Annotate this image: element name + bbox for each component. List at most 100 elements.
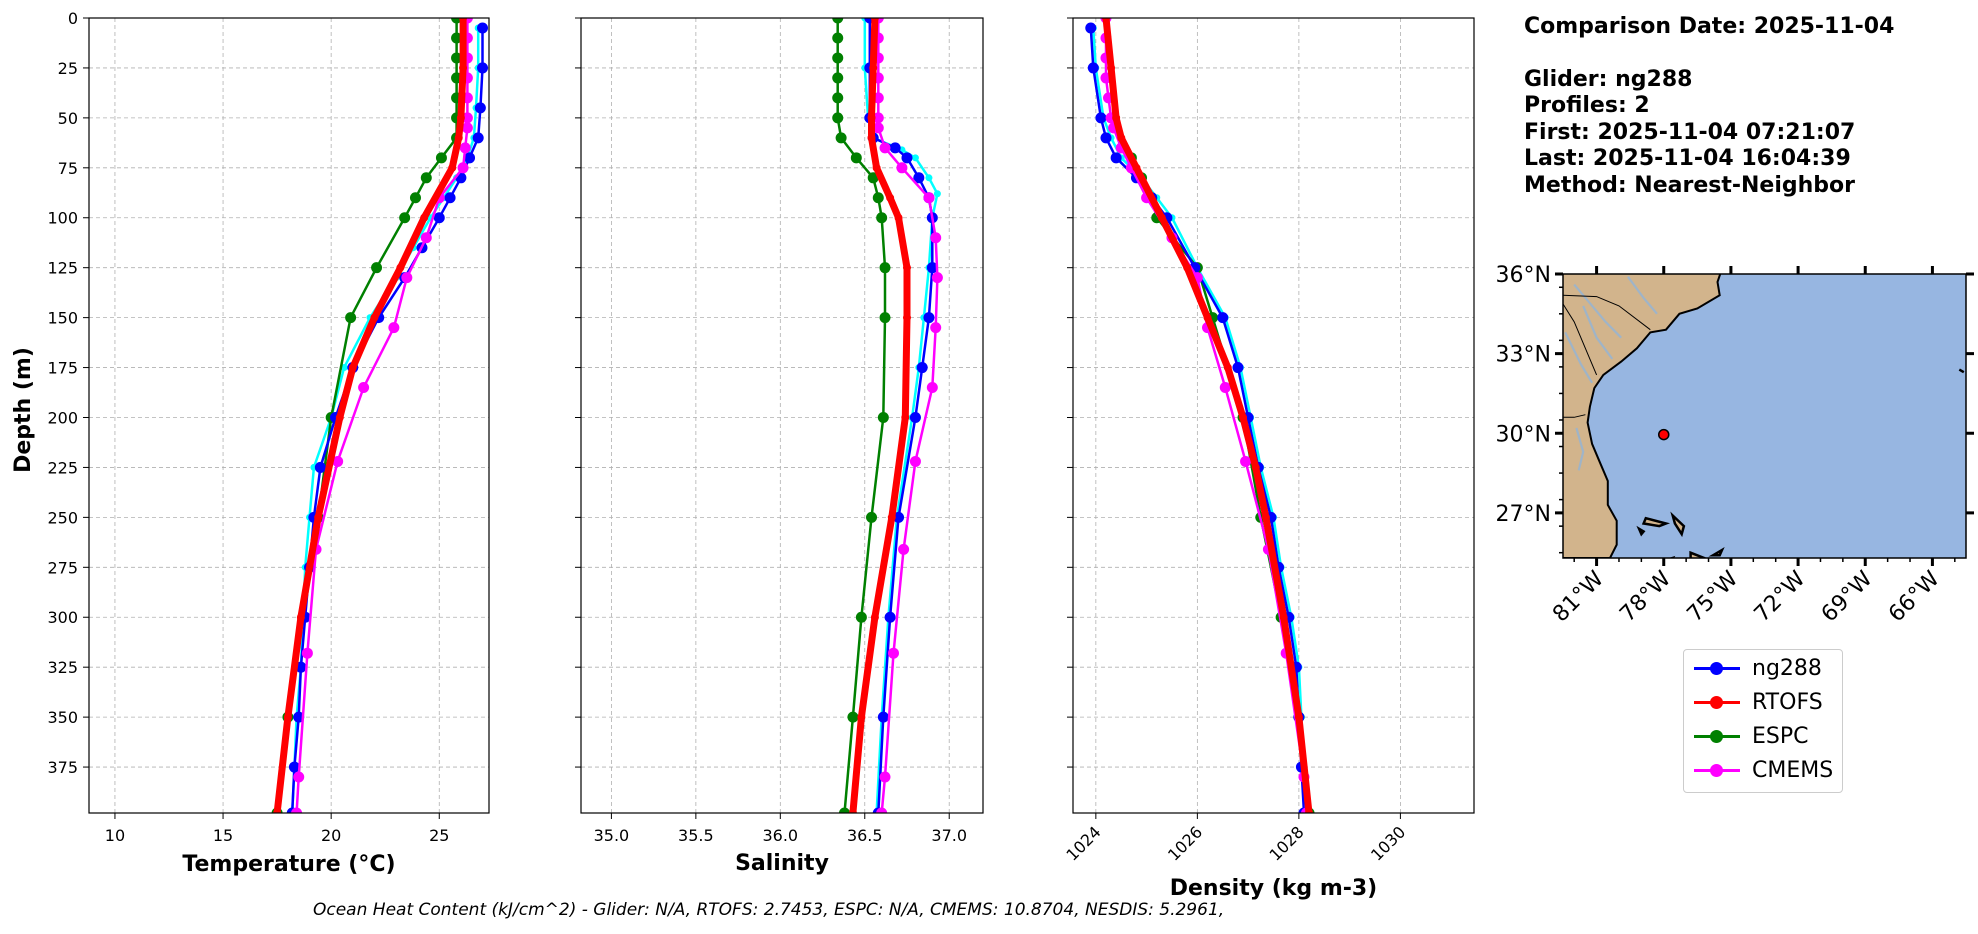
espc-point (451, 32, 463, 44)
rtofs-point (894, 213, 903, 222)
y-tick-label: 50 (58, 109, 78, 128)
espc-point (832, 92, 844, 104)
glider-profile-1-point (474, 102, 486, 114)
espc-point (867, 172, 879, 184)
x-tick-label: 36.5 (847, 826, 883, 845)
cmems-point (887, 647, 899, 659)
profiles-count: Profiles: 2 (1524, 93, 1650, 118)
salinity-panel: 35.0 35.5 36.0 36.5 37.0 Salinity (575, 17, 984, 876)
rtofs-point (887, 513, 896, 522)
lon-label: 66°W (1884, 566, 1945, 627)
rtofs-point (1157, 213, 1166, 222)
legend-item-cmems: CMEMS (1692, 755, 1833, 785)
glider-profile-1-point (444, 192, 456, 204)
rtofs-point (870, 18, 879, 22)
cmems-point (876, 807, 888, 813)
density-frame (1072, 17, 1475, 814)
salinity-series (832, 18, 943, 813)
glider-profile-1-point (926, 262, 938, 274)
legend-swatch-rtofs (1692, 687, 1742, 717)
cmems-point (459, 142, 471, 154)
lon-label: 72°W (1750, 566, 1811, 627)
cmems-point (457, 162, 469, 174)
rtofs-point (886, 193, 895, 202)
rtofs-point (459, 63, 468, 72)
glider-profile-1-point (1085, 22, 1097, 34)
rtofs-point (902, 263, 911, 272)
rtofs-point (273, 809, 282, 813)
glider-profile-1-point (314, 461, 326, 473)
glider-profile-1-point (893, 511, 905, 523)
y-tick-label: 225 (47, 458, 78, 477)
rtofs-point (396, 263, 405, 272)
legend-label: ng288 (1752, 655, 1822, 681)
rtofs-point (448, 163, 457, 172)
glider-profile-1-point (889, 142, 901, 154)
density-y-ticks (1067, 17, 1073, 768)
lat-label: 27°N (1496, 502, 1551, 527)
cmems-point (926, 382, 938, 394)
first-time: First: 2025-11-04 07:21:07 (1524, 119, 1856, 145)
rtofs-point (1279, 613, 1288, 622)
x-tick-label: 20 (321, 826, 341, 845)
cmems-point (930, 322, 942, 334)
x-tick-label: 35.0 (594, 826, 630, 845)
glider-profile-1-point (1110, 152, 1122, 164)
glider-name: Glider: ng288 (1524, 66, 1693, 92)
cmems-point (898, 543, 910, 555)
glider-profile-1-point (433, 212, 445, 224)
espc-point (420, 172, 432, 184)
glider-profile-1-point (1095, 112, 1107, 124)
espc-point (872, 192, 884, 204)
rtofs-point (454, 133, 463, 142)
legend-item-ng288: ng288 (1692, 653, 1822, 683)
cmems-point (909, 455, 921, 467)
method: Method: Nearest-Neighbor (1524, 172, 1855, 198)
state-border (1563, 294, 1651, 331)
cmems-point (401, 272, 413, 284)
glider-profile-1-point (877, 711, 889, 723)
salinity-y-ticks (575, 17, 581, 768)
rtofs-point (370, 313, 379, 322)
espc-point (832, 18, 844, 24)
y-tick-label: 375 (47, 758, 78, 777)
ocean-heat-content-footer: Ocean Heat Content (kJ/cm^2) - Glider: N… (313, 900, 1225, 920)
rtofs-point (1183, 263, 1192, 272)
glider-profile-1-point (909, 411, 921, 423)
rtofs-point (456, 113, 465, 122)
temperature-frame (88, 17, 490, 814)
rtofs-point (848, 809, 857, 813)
rtofs-point (1117, 133, 1126, 142)
river (1627, 276, 1658, 315)
rtofs-point (872, 163, 881, 172)
espc-line (1130, 157, 1311, 813)
island (1636, 525, 1646, 537)
glider-profile-2-point (911, 154, 919, 162)
temperature-y-ticks: 0 25 50 75 100 125 150 175 200 225 250 275 300 325 350… (47, 9, 89, 777)
glider-profile-1-point (1232, 362, 1244, 374)
glider-profile-2-point (925, 174, 933, 182)
y-tick-label: 0 (68, 9, 78, 28)
espc-point (399, 212, 411, 224)
y-tick-label: 150 (47, 309, 78, 328)
rtofs-point (1294, 713, 1303, 722)
cmems-point (930, 232, 942, 244)
river (1582, 305, 1614, 360)
glider-profile-1-point (464, 152, 476, 164)
espc-point (850, 152, 862, 164)
glider-profile-1-point (901, 152, 913, 164)
rtofs-point (867, 113, 876, 122)
y-tick-label: 250 (47, 508, 78, 527)
temperature-axis-label: Temperature (°C) (182, 852, 395, 877)
rtofs-point (902, 313, 911, 322)
legend-label: ESPC (1752, 723, 1809, 749)
espc-point (847, 711, 859, 723)
rtofs-point (314, 513, 323, 522)
salinity-axis-label: Salinity (735, 851, 829, 876)
rtofs-point (870, 613, 879, 622)
cmems-point (1219, 382, 1231, 394)
glider-profile-1-point (1100, 132, 1112, 144)
rtofs-point (459, 18, 468, 22)
rtofs-point (1239, 413, 1248, 422)
